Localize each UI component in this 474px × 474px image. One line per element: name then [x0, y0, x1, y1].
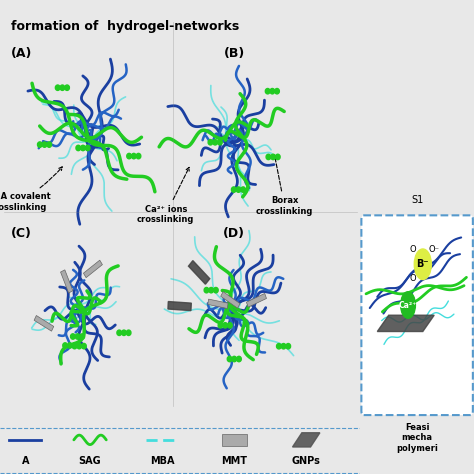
Circle shape [42, 142, 47, 147]
Circle shape [67, 343, 72, 348]
Text: (C): (C) [11, 227, 32, 240]
Circle shape [271, 154, 275, 160]
Text: formation of  hydrogel-networks: formation of hydrogel-networks [11, 20, 239, 33]
Circle shape [122, 330, 126, 336]
Polygon shape [168, 301, 191, 310]
Circle shape [274, 89, 279, 94]
Circle shape [85, 145, 90, 151]
Circle shape [204, 287, 209, 293]
Circle shape [241, 187, 246, 192]
Circle shape [131, 154, 136, 159]
Circle shape [270, 89, 274, 94]
Circle shape [414, 249, 431, 280]
Circle shape [82, 343, 86, 349]
Circle shape [65, 85, 69, 91]
Text: A: A [21, 456, 29, 466]
Circle shape [136, 154, 141, 159]
Polygon shape [377, 315, 434, 331]
Circle shape [236, 187, 241, 192]
Bar [221, 292, 240, 308]
Text: GNPs: GNPs [292, 456, 320, 466]
Circle shape [228, 323, 232, 328]
Circle shape [276, 344, 281, 349]
Circle shape [209, 287, 213, 293]
Bar [34, 316, 54, 331]
Text: B⁻: B⁻ [417, 259, 429, 269]
Text: SAG: SAG [79, 456, 101, 466]
Circle shape [76, 145, 81, 151]
Circle shape [127, 154, 131, 159]
Text: Ca²⁺ ions
crosslinking: Ca²⁺ ions crosslinking [137, 167, 194, 224]
Circle shape [231, 187, 236, 192]
Circle shape [81, 145, 85, 151]
Text: O⁻: O⁻ [428, 246, 440, 255]
Text: O: O [409, 274, 416, 283]
Circle shape [401, 292, 415, 318]
Text: MBA: MBA [150, 456, 174, 466]
Text: O: O [409, 246, 416, 255]
Circle shape [55, 85, 60, 91]
Text: (D): (D) [223, 227, 245, 240]
Circle shape [237, 356, 241, 362]
Circle shape [223, 323, 228, 328]
Circle shape [75, 334, 80, 339]
Text: Feasi
mecha
polymeri: Feasi mecha polymeri [396, 423, 438, 453]
Circle shape [126, 330, 131, 336]
Bar [221, 434, 247, 446]
Polygon shape [189, 261, 210, 284]
Circle shape [227, 356, 232, 362]
Circle shape [218, 139, 222, 145]
Circle shape [232, 356, 237, 362]
Circle shape [265, 89, 270, 94]
Circle shape [71, 334, 75, 339]
Circle shape [266, 154, 271, 160]
Circle shape [77, 343, 82, 349]
Circle shape [60, 85, 65, 91]
Text: (A): (A) [11, 47, 32, 61]
Circle shape [117, 330, 122, 336]
Circle shape [37, 142, 42, 147]
Circle shape [208, 139, 213, 145]
Circle shape [286, 344, 291, 349]
Text: Borax
crosslinking: Borax crosslinking [256, 155, 313, 216]
Text: MBA covalent
crosslinking: MBA covalent crosslinking [0, 167, 62, 212]
Circle shape [275, 154, 280, 160]
Bar [83, 260, 102, 278]
Circle shape [213, 287, 218, 293]
Text: S1: S1 [411, 195, 423, 205]
Bar [61, 270, 73, 293]
Text: Ca²⁺: Ca²⁺ [399, 301, 417, 310]
Circle shape [213, 139, 218, 145]
Circle shape [63, 343, 67, 348]
Circle shape [72, 343, 77, 348]
Circle shape [281, 344, 286, 349]
Bar [246, 293, 266, 307]
Bar [208, 299, 228, 309]
Circle shape [47, 142, 52, 147]
Text: (B): (B) [224, 47, 245, 61]
Polygon shape [292, 433, 320, 447]
Text: MMT: MMT [221, 456, 247, 466]
Circle shape [80, 334, 84, 339]
FancyBboxPatch shape [361, 215, 473, 415]
Circle shape [72, 343, 77, 349]
Circle shape [218, 323, 223, 328]
